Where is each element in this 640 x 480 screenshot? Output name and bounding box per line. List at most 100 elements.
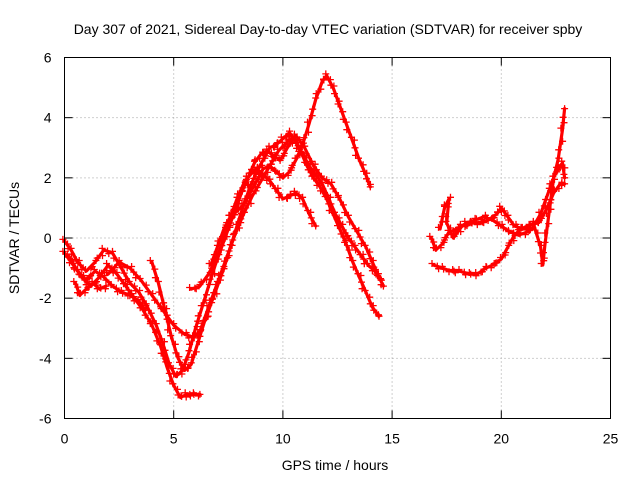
data-point (85, 283, 93, 291)
y-tick-label: -6 (39, 411, 52, 427)
data-point (524, 225, 532, 233)
data-point (157, 349, 165, 357)
data-point (322, 70, 330, 78)
data-point (284, 171, 292, 179)
data-point (157, 341, 165, 349)
data-point (369, 257, 377, 264)
data-point (529, 223, 537, 231)
data-point (324, 179, 332, 187)
data-point (163, 305, 171, 313)
data-point (144, 288, 152, 296)
data-point (341, 238, 349, 246)
data-point (561, 164, 569, 172)
data-point (366, 293, 374, 301)
data-point (351, 225, 359, 233)
data-point (114, 274, 122, 282)
data-point (540, 249, 547, 257)
data-point (153, 337, 161, 345)
data-point (182, 356, 190, 364)
data-point (493, 259, 501, 267)
data-point (200, 317, 207, 325)
data-point (541, 238, 549, 246)
data-point (280, 142, 288, 150)
data-point (510, 237, 518, 245)
data-point (234, 190, 242, 198)
data-point (560, 119, 568, 127)
data-point (375, 312, 383, 320)
data-point (195, 392, 202, 400)
data-point (131, 282, 138, 290)
data-point (192, 285, 200, 293)
data-point (231, 211, 239, 218)
data-point (545, 220, 553, 228)
data-point (243, 195, 251, 202)
data-point (152, 328, 160, 336)
data-point (163, 315, 171, 323)
data-point (59, 247, 67, 255)
data-point (252, 187, 260, 195)
data-point (555, 146, 563, 154)
data-point (366, 183, 374, 191)
data-point (518, 223, 526, 231)
x-tick-label: 10 (275, 431, 291, 447)
data-point (114, 288, 122, 296)
data-point (151, 265, 159, 273)
data-point (341, 209, 349, 216)
data-point (337, 230, 345, 238)
data-point (355, 154, 362, 162)
data-point (245, 181, 252, 189)
data-point (468, 219, 476, 227)
data-point (457, 228, 465, 236)
chart-title: Day 307 of 2021, Sidereal Day-to-day VTE… (74, 21, 583, 37)
data-point (90, 266, 98, 273)
series-track-8 (426, 105, 569, 267)
data-point (251, 168, 258, 176)
data-point (112, 284, 120, 292)
data-point (178, 370, 186, 378)
data-point (237, 210, 245, 217)
data-point (109, 247, 116, 255)
data-point (181, 389, 189, 397)
y-tick-label: -4 (39, 350, 52, 366)
data-point (206, 269, 214, 276)
series-track-7 (428, 178, 569, 280)
data-point (151, 274, 159, 282)
y-tick-label: -2 (39, 290, 52, 306)
data-point (561, 105, 569, 113)
data-point (130, 297, 138, 305)
data-point (441, 234, 449, 242)
data-point (307, 165, 314, 173)
data-point (561, 180, 569, 188)
data-point (59, 235, 67, 243)
data-point (426, 232, 434, 240)
data-point (344, 211, 352, 219)
data-point (537, 260, 545, 267)
y-axis-label: SDTVAR / TECUs (6, 182, 22, 294)
data-point (540, 254, 548, 262)
data-point (368, 267, 376, 275)
data-point (511, 232, 519, 240)
grid (64, 57, 611, 419)
data-point (69, 257, 77, 265)
x-axis-label: GPS time / hours (282, 457, 389, 473)
data-point (270, 153, 278, 161)
data-point (210, 251, 218, 259)
data-point (309, 105, 317, 113)
data-point (560, 170, 568, 178)
data-point (339, 201, 347, 209)
data-point (75, 270, 83, 278)
data-point (299, 200, 307, 208)
data-point (87, 264, 95, 272)
data-point (146, 257, 154, 264)
data-point (117, 260, 125, 268)
data-point (305, 128, 312, 136)
data-point (75, 257, 83, 264)
data-point (96, 269, 104, 277)
data-point (197, 278, 205, 286)
data-point (290, 187, 298, 195)
data-point (270, 143, 278, 151)
data-point (101, 272, 109, 279)
data-point (184, 364, 192, 372)
plot-frame (64, 57, 611, 419)
